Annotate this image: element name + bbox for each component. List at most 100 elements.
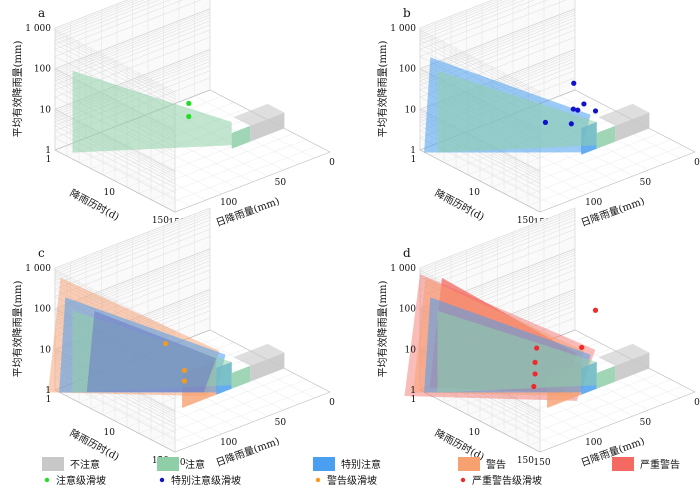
z-tick-3: 1 000 [390, 264, 416, 274]
legend-label: 特别注意级滑坡 [171, 474, 241, 487]
volume-注意-0 [596, 365, 616, 389]
point-b-5 [581, 101, 587, 107]
z-tick-1: 10 [40, 345, 52, 355]
points [163, 340, 187, 384]
x-tick-0: 1 [46, 395, 52, 405]
legend-label: 警告 [486, 458, 506, 471]
x-tick-1: 10 [469, 428, 481, 438]
legend-swatch [313, 457, 335, 471]
volume-不注意-1 [233, 343, 285, 366]
volume-不注意-0 [250, 112, 285, 142]
z-axis-label: 平均有效降雨量(mm) [11, 41, 24, 138]
point-b-6 [592, 108, 599, 114]
z-tick-0: 1 [45, 146, 51, 156]
legend-swatch [458, 457, 480, 471]
point-b-3 [575, 107, 581, 113]
z-tick-1: 10 [405, 105, 417, 115]
volume-注意-0 [596, 125, 616, 149]
x-tick-2: 150 [517, 456, 534, 466]
legend-marker [460, 477, 466, 483]
y-tick-1: 100 [585, 198, 602, 208]
y-tick-1: 100 [585, 438, 602, 448]
point-b-2 [570, 106, 576, 112]
y-tick-3: 0 [329, 158, 335, 168]
legend-label: 警告级滑坡 [327, 474, 377, 487]
points [531, 307, 599, 390]
legend-label: 注意 [185, 458, 205, 471]
volume-不注意-1 [598, 343, 650, 366]
z-tick-2: 100 [399, 305, 416, 315]
x-tick-2: 150 [152, 216, 169, 226]
point-d-0 [532, 359, 538, 365]
z-axis-label: 平均有效降雨量(mm) [376, 281, 389, 378]
legend-marker [44, 477, 50, 483]
point-c-2 [181, 378, 187, 384]
z-axis-label: 平均有效降雨量(mm) [376, 41, 389, 138]
volume-注意-1 [437, 310, 597, 393]
legend-level-0: 不注意 [42, 457, 100, 471]
legend-point-1: 特别注意级滑坡 [159, 474, 241, 487]
z-tick-0: 1 [410, 386, 416, 396]
z-tick-3: 1 000 [390, 24, 416, 34]
y-tick-3: 0 [329, 398, 335, 408]
point-d-2 [534, 345, 540, 351]
legend-swatch [42, 457, 64, 471]
panel-label: c [38, 246, 45, 260]
legend-level-2: 特别注意 [313, 457, 381, 471]
z-tick-2: 100 [34, 305, 51, 315]
z-tick-2: 100 [399, 65, 416, 75]
z-tick-0: 1 [45, 386, 51, 396]
legend-label: 严重警告 [640, 458, 680, 471]
y-tick-0: 150 [533, 458, 550, 468]
legend-point-3: 严重警告级滑坡 [460, 474, 542, 487]
panel-label: b [403, 6, 411, 20]
point-d-3 [531, 383, 537, 390]
points [542, 80, 599, 127]
legend-marker [159, 477, 165, 483]
x-tick-0: 1 [411, 155, 417, 165]
panel-label: d [403, 246, 411, 260]
z-tick-1: 10 [40, 105, 52, 115]
legend-label: 特别注意 [341, 458, 381, 471]
legend-point-2: 警告级滑坡 [315, 474, 377, 487]
legend-level-4: 严重警告 [612, 457, 680, 471]
z-tick-0: 1 [410, 146, 416, 156]
point-d-4 [579, 344, 585, 351]
z-tick-1: 10 [405, 345, 417, 355]
z-tick-3: 1 000 [25, 24, 51, 34]
x-tick-1: 10 [104, 428, 116, 438]
volume-不注意-1 [598, 103, 650, 126]
z-tick-3: 1 000 [25, 264, 51, 274]
x-tick-0: 1 [46, 155, 52, 165]
point-c-1 [181, 367, 187, 374]
x-tick-1: 10 [469, 188, 481, 198]
legend-label: 注意级滑坡 [56, 474, 106, 487]
volume-不注意-0 [250, 352, 285, 382]
legend-label: 不注意 [70, 458, 100, 471]
y-tick-1: 100 [220, 198, 237, 208]
legend-label: 严重警告级滑坡 [472, 474, 542, 487]
volume-不注意-0 [615, 352, 650, 382]
volume-注意-1 [437, 70, 597, 153]
legend-point-0: 注意级滑坡 [44, 474, 106, 487]
legend-level-1: 注意 [157, 457, 205, 471]
volume-不注意-0 [615, 112, 650, 142]
y-tick-2: 50 [275, 418, 287, 428]
x-tick-1: 10 [104, 188, 116, 198]
legend-swatch [612, 457, 634, 471]
legend-swatch [157, 457, 179, 471]
y-tick-3: 0 [694, 398, 700, 408]
legend-level-3: 警告 [458, 457, 506, 471]
point-c-0 [163, 340, 169, 347]
volume-注意-1 [72, 70, 232, 153]
points [186, 100, 192, 120]
y-tick-1: 100 [220, 438, 237, 448]
volume-注意-0 [231, 125, 251, 149]
panel-label: a [38, 6, 45, 20]
